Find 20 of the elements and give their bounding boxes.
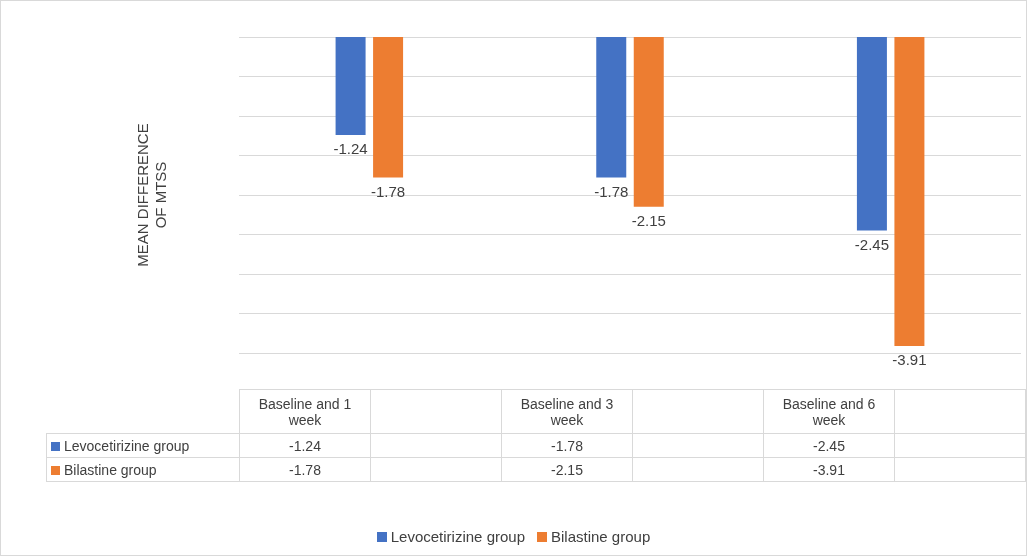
legend-label: Bilastine group [550, 528, 651, 545]
data-label: -3.91 [763, 457, 895, 482]
x-tick-label: Baseline and 3 week [501, 389, 633, 434]
data-label: -2.15 [501, 457, 633, 482]
y-axis-title: MEAN DIFFERENCE OF MTSS [133, 123, 169, 267]
text: -1.24 [333, 139, 368, 157]
text: -1.78 [370, 182, 406, 200]
text: -3.91 [892, 350, 927, 368]
text: -1.78 [594, 182, 629, 200]
text: -2.45 [854, 235, 890, 253]
data-label: -1.24 [239, 433, 371, 458]
x-tick-label: Baseline and 6 week [763, 389, 895, 434]
text: Bilastine group [64, 461, 157, 478]
x-tick-label: Baseline and 1 week [239, 389, 371, 434]
legend-label: Levocetirizine group [46, 433, 240, 458]
data-label: -2.45 [763, 433, 895, 458]
text: -2.15 [631, 211, 666, 229]
text: Levocetirizine group [390, 528, 525, 545]
data-label: -1.78 [501, 433, 633, 458]
data-label: -1.78 [239, 457, 371, 482]
